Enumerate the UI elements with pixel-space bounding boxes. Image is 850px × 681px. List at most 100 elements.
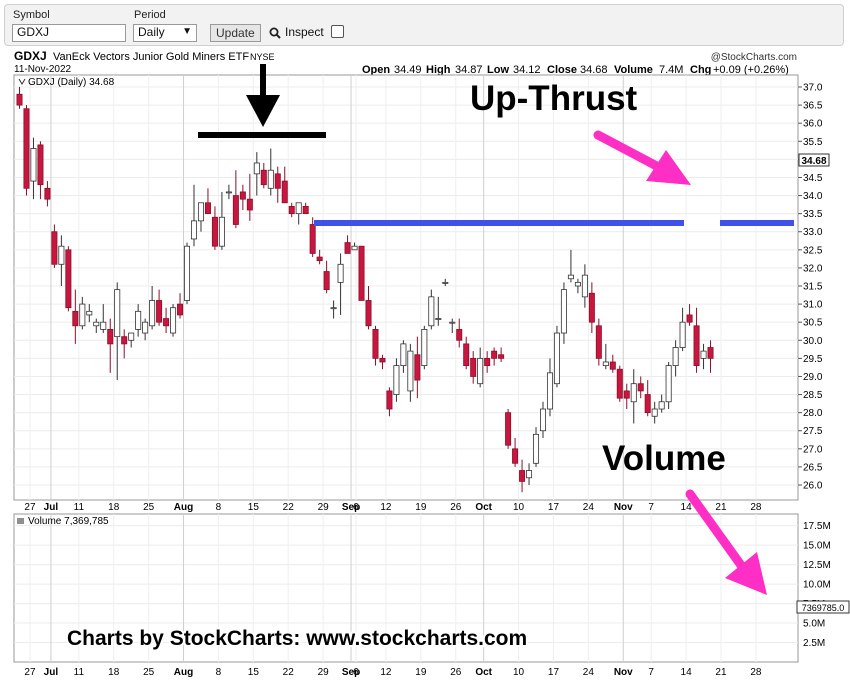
candle-down xyxy=(519,470,526,482)
x-tick-label-bottom: Sep xyxy=(342,667,360,678)
volume-annotation: Volume xyxy=(602,439,726,478)
x-tick-label: 14 xyxy=(681,502,693,513)
candle-down xyxy=(637,383,644,392)
x-tick-label: 22 xyxy=(283,502,295,513)
candle-down xyxy=(595,325,602,359)
candle-down xyxy=(288,205,295,215)
symbol-input[interactable]: GDXJ xyxy=(12,24,126,42)
price-tick-label: 33.5 xyxy=(803,209,823,220)
x-tick-label-bottom: Nov xyxy=(614,667,633,678)
volume-tick-label: 2.5M xyxy=(803,638,825,649)
price-tick-label: 26.5 xyxy=(803,462,823,473)
candle-down xyxy=(491,350,498,359)
x-tick-label-bottom: 22 xyxy=(283,667,295,678)
price-tick-label: 30.0 xyxy=(803,336,823,347)
candle-up xyxy=(114,289,121,338)
grid xyxy=(14,75,798,662)
candle-up xyxy=(540,408,547,432)
candle-up xyxy=(79,303,86,327)
candle-up xyxy=(658,401,665,410)
volume-legend-text: Volume 7,369,785 xyxy=(28,516,109,527)
price-tick-label: 28.5 xyxy=(803,390,823,401)
price-tick-label: 36.0 xyxy=(803,119,823,130)
x-tick-label-bottom: 18 xyxy=(108,667,120,678)
candle-down xyxy=(609,361,616,370)
volume-tick-label: 5.0M xyxy=(803,619,825,630)
price-tick-label: 33.0 xyxy=(803,227,823,238)
symbol-label: Symbol xyxy=(13,9,50,21)
candle-up xyxy=(295,202,302,215)
candle-down xyxy=(323,271,330,291)
candle-up xyxy=(574,281,581,287)
pink-arrow-volume xyxy=(685,489,767,595)
candle-down xyxy=(163,318,170,327)
candle-up xyxy=(218,216,225,247)
price-axis: 37.036.536.035.535.034.534.033.533.032.5… xyxy=(798,83,823,492)
candle-down xyxy=(379,357,386,363)
down-arrow xyxy=(246,64,280,127)
x-tick-label-bottom: 29 xyxy=(318,667,330,678)
x-tick-label: 29 xyxy=(318,502,330,513)
candle-down xyxy=(246,198,253,211)
x-tick-label: 19 xyxy=(415,502,427,513)
candle-down xyxy=(498,354,505,359)
volume-legend: Volume 7,369,785 xyxy=(17,516,109,527)
inspect-checkbox[interactable] xyxy=(331,25,344,38)
x-tick-label: 6 xyxy=(353,502,359,513)
candle-up xyxy=(393,365,400,395)
price-panel xyxy=(13,74,799,501)
period-select[interactable]: Daily ▼ xyxy=(133,24,197,42)
x-tick-label-bottom: 17 xyxy=(548,667,560,678)
candles xyxy=(16,87,714,493)
x-tick-label-bottom: 15 xyxy=(248,667,260,678)
last-volume-tag: 7369785.0 xyxy=(796,600,850,614)
price-tick-label: 35.5 xyxy=(803,137,823,148)
candle-down xyxy=(302,205,309,215)
candle-up xyxy=(149,300,156,327)
close-value: 34.68 xyxy=(580,64,608,76)
candle-down xyxy=(37,144,44,186)
candle-down xyxy=(107,329,114,345)
candle-down xyxy=(23,108,30,189)
x-tick-label-bottom: Oct xyxy=(475,667,492,678)
open-value: 34.49 xyxy=(394,64,422,76)
price-legend: GDXJ (Daily) 34.68 xyxy=(18,77,115,88)
x-tick-label-bottom: 8 xyxy=(216,667,222,678)
x-tick-label-bottom: 7 xyxy=(648,667,654,678)
candle-up xyxy=(602,361,609,366)
candle-up xyxy=(86,310,93,316)
candle-down xyxy=(156,300,163,323)
candle-up xyxy=(560,289,567,334)
x-tick-label: 18 xyxy=(108,502,120,513)
price-tick-label: 31.5 xyxy=(803,282,823,293)
volume-value: 7.4M xyxy=(659,64,683,76)
x-tick-label-bottom: 11 xyxy=(74,667,85,678)
candle-down xyxy=(344,242,351,254)
x-tick-label: Jul xyxy=(44,502,59,513)
last-volume-text: 7369785.0 xyxy=(802,603,845,613)
candle-down xyxy=(372,329,379,359)
x-tick-label-bottom: Jul xyxy=(44,667,59,678)
candle-up xyxy=(197,202,204,222)
pink-arrow-upthrust xyxy=(593,130,691,185)
close-label: Close xyxy=(547,64,577,76)
candle-down xyxy=(512,448,519,464)
price-tick-label: 26.0 xyxy=(803,481,823,492)
open-label: Open xyxy=(362,64,390,76)
candle-down xyxy=(72,310,79,327)
candle-down xyxy=(281,180,288,204)
price-tick-label: 30.5 xyxy=(803,318,823,329)
x-tick-label: 24 xyxy=(583,502,595,513)
x-tick-label-bottom: 25 xyxy=(143,667,155,678)
update-button[interactable]: Update xyxy=(210,24,261,42)
candle-down xyxy=(456,329,463,341)
volume-tick-label: 17.5M xyxy=(803,521,831,532)
candle-up xyxy=(400,343,407,366)
chart-exchange: NYSE xyxy=(250,52,275,62)
search-icon[interactable] xyxy=(269,27,281,39)
candle-down xyxy=(463,343,470,366)
low-value: 34.12 xyxy=(513,64,541,76)
price-tick-label: 29.0 xyxy=(803,372,823,383)
candle-up xyxy=(100,321,107,330)
